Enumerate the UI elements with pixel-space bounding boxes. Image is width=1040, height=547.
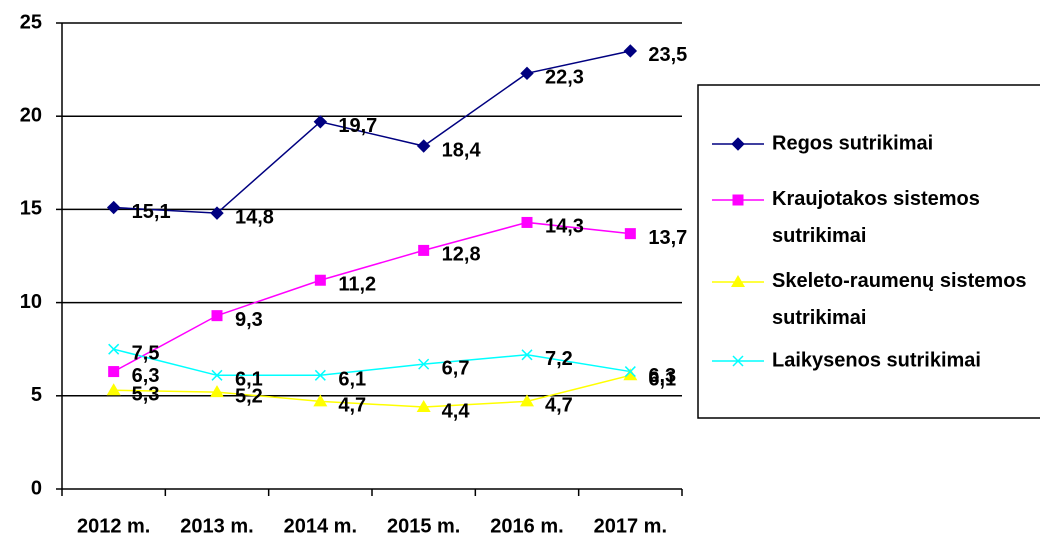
y-tick-label: 20 [20, 104, 42, 126]
data-label: 11,2 [338, 274, 376, 296]
legend-label: Skeleto-raumenų sistemos sutrikimai [772, 270, 1027, 329]
legend-label: Regos sutrikimai [772, 132, 933, 154]
data-label: 7,5 [132, 342, 160, 364]
legend-label-line: sutrikimai [772, 307, 866, 329]
marker [313, 115, 328, 129]
series-line [113, 348, 631, 377]
data-label: 4,7 [545, 395, 573, 417]
series-line [113, 221, 631, 373]
marker [732, 194, 744, 206]
marker [418, 358, 430, 370]
marker [416, 399, 431, 412]
marker [732, 355, 744, 367]
data-label: 6,1 [648, 369, 676, 391]
data-label: 19,7 [338, 115, 377, 137]
data-label: 4,7 [338, 395, 366, 417]
marker [106, 383, 121, 396]
data-label: 14,3 [545, 216, 584, 238]
legend-box [697, 84, 1040, 419]
legend-label: Kraujotakos sistemos sutrikimai [772, 188, 980, 247]
marker [418, 244, 430, 256]
marker [520, 66, 534, 81]
data-label: 6,1 [338, 369, 366, 391]
data-label: 13,7 [648, 227, 687, 249]
marker [211, 369, 223, 381]
marker [210, 206, 224, 220]
x-tick-label: 2014 m. [284, 515, 357, 537]
y-tick-label: 15 [20, 198, 42, 220]
data-label: 15,1 [132, 201, 171, 223]
data-label: 4,4 [442, 400, 471, 422]
marker [520, 394, 534, 407]
legend-label-line: Skeleto-raumenų sistemos [772, 270, 1027, 292]
marker [108, 343, 120, 355]
y-tick-label: 0 [31, 477, 42, 499]
series-line [113, 374, 631, 408]
data-label: 22,3 [545, 67, 584, 89]
data-label: 6,3 [132, 365, 160, 387]
y-tick-label: 10 [20, 291, 42, 313]
data-label: 14,8 [235, 206, 274, 228]
data-label: 6,3 [648, 365, 676, 387]
marker [416, 139, 431, 153]
data-label: 5,2 [235, 385, 263, 407]
marker [624, 228, 636, 240]
data-label: 23,5 [648, 44, 687, 66]
data-label: 18,4 [442, 139, 482, 161]
marker [314, 369, 326, 381]
marker [108, 366, 120, 378]
marker [521, 216, 533, 228]
data-label: 6,7 [442, 357, 470, 379]
marker [731, 137, 745, 151]
marker [521, 349, 533, 361]
data-label: 12,8 [442, 244, 481, 266]
y-tick-label: 5 [31, 384, 42, 406]
marker [623, 368, 638, 381]
x-tick-label: 2017 m. [594, 515, 667, 537]
series-line [113, 50, 631, 214]
x-tick-label: 2013 m. [180, 515, 253, 537]
legend-label-line: sutrikimai [772, 225, 866, 247]
marker [211, 310, 223, 322]
data-label: 5,3 [132, 383, 160, 405]
marker [314, 274, 326, 286]
marker [624, 366, 636, 378]
data-label: 7,2 [545, 348, 573, 370]
data-label: 6,1 [235, 369, 263, 391]
legend-label-line: Kraujotakos sistemos [772, 188, 980, 210]
legend-label: Laikysenos sutrikimai [772, 349, 981, 371]
x-tick-label: 2015 m. [387, 515, 460, 537]
data-label: 9,3 [235, 309, 263, 331]
x-tick-label: 2012 m. [77, 515, 150, 537]
marker [731, 275, 745, 287]
marker [210, 385, 224, 398]
y-tick-label: 25 [20, 11, 42, 33]
marker [623, 44, 638, 58]
x-tick-label: 2016 m. [490, 515, 563, 537]
marker [106, 200, 121, 215]
marker [313, 394, 328, 407]
